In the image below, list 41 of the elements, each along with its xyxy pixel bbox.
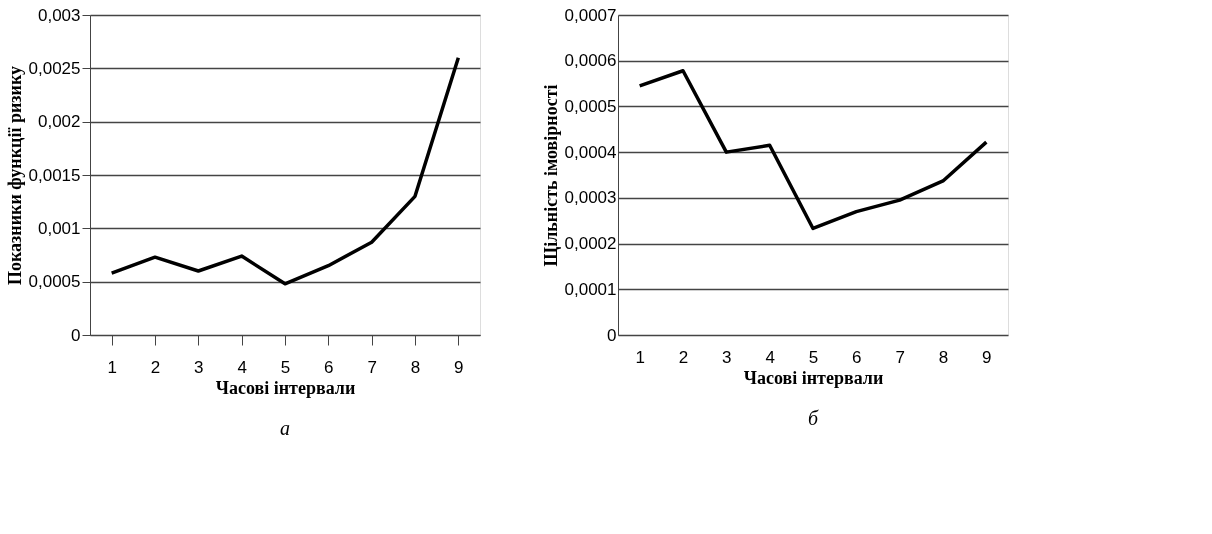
x-tick-label: 7 <box>895 347 905 367</box>
y-tick-label: 0,0001 <box>564 279 617 299</box>
y-tick-label: 0,0015 <box>28 165 81 185</box>
y-tick-label: 0,0025 <box>28 58 81 78</box>
y-tick-label: 0,002 <box>37 112 81 132</box>
y-axis-title: Показники функції ризику <box>4 65 25 286</box>
y-tick-label: 0,0003 <box>564 188 617 208</box>
y-tick-label: 0,0006 <box>564 51 617 71</box>
x-tick-label: 2 <box>150 357 161 377</box>
x-tick-label: 8 <box>410 357 421 377</box>
x-tick-label: 4 <box>765 347 775 367</box>
x-tick-label: 2 <box>678 347 689 367</box>
line-series <box>637 69 989 231</box>
y-tick-label: 0,0007 <box>564 5 617 25</box>
x-tick-label: 7 <box>367 357 377 377</box>
y-tick-label: 0 <box>71 325 81 345</box>
x-tick-label: 1 <box>635 347 645 367</box>
x-axis-title: Часові інтервали <box>743 367 884 388</box>
x-tick-label: 4 <box>237 357 247 377</box>
y-tick-label: 0,0002 <box>564 234 617 254</box>
x-tick-label: 3 <box>194 357 204 377</box>
x-tick-label: 9 <box>982 347 992 367</box>
text: б <box>807 407 819 429</box>
y-tick-label: 0,001 <box>37 218 81 238</box>
line-series <box>109 55 461 286</box>
x-axis-title: Часові інтервали <box>215 377 356 398</box>
x-tick-label: 5 <box>280 357 291 377</box>
x-tick-label: 9 <box>454 357 464 377</box>
y-axis-title: Щільність імовірності <box>540 84 561 267</box>
y-tick-label: 0 <box>607 325 617 345</box>
text: а <box>280 417 290 439</box>
x-tick-label: 1 <box>107 357 117 377</box>
x-tick-label: 3 <box>722 347 732 367</box>
x-tick-label: 6 <box>324 357 334 377</box>
y-tick-label: 0,003 <box>37 5 81 25</box>
y-tick-label: 0,0004 <box>564 142 617 162</box>
y-tick-label: 0,0005 <box>564 96 617 116</box>
x-tick-label: 6 <box>852 347 862 367</box>
x-tick-label: 5 <box>808 347 819 367</box>
x-tick-label: 8 <box>938 347 949 367</box>
y-tick-label: 0,0005 <box>28 272 81 292</box>
